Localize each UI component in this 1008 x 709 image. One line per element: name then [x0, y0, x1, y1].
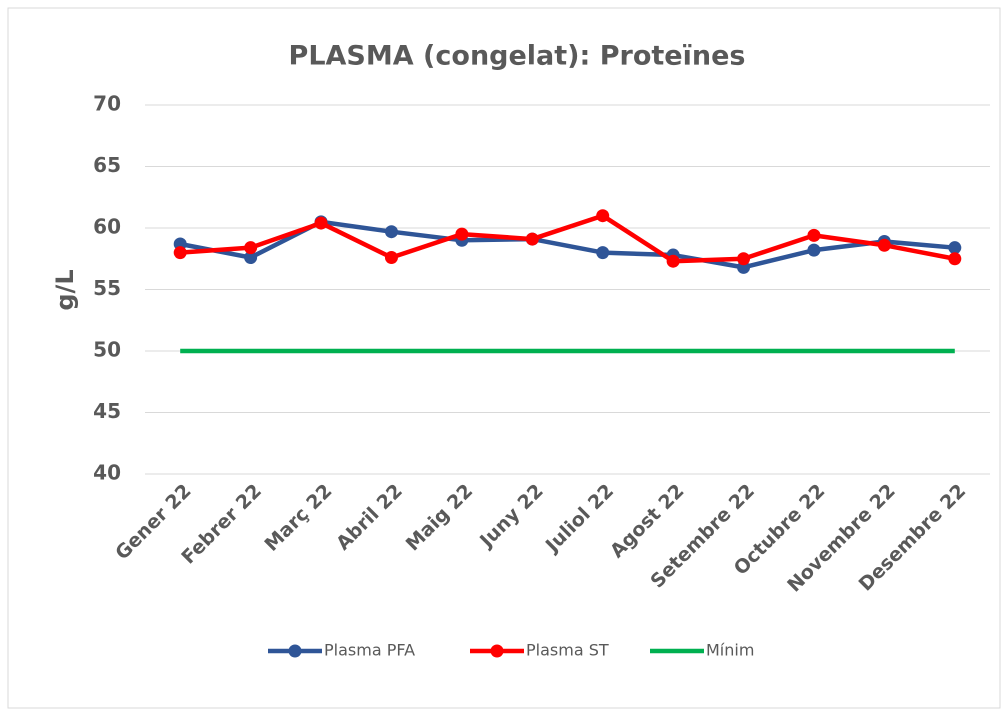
- chart-title: PLASMA (congelat): Proteïnes: [289, 41, 746, 72]
- y-tick-label: 40: [93, 461, 121, 485]
- y-tick-label: 60: [93, 215, 121, 239]
- y-axis-label: g/L: [51, 269, 79, 310]
- data-point: [807, 228, 821, 242]
- data-point: [244, 251, 258, 265]
- data-point: [948, 252, 962, 266]
- data-point: [455, 227, 469, 241]
- data-point: [877, 238, 891, 252]
- data-point: [948, 241, 962, 255]
- data-point: [384, 225, 398, 239]
- data-point: [244, 241, 258, 255]
- data-point: [384, 251, 398, 265]
- legend-marker: [288, 644, 302, 658]
- data-point: [596, 209, 610, 223]
- data-point: [807, 243, 821, 257]
- data-point: [666, 254, 680, 268]
- line-series: [180, 213, 956, 264]
- y-tick-label: 65: [93, 153, 121, 177]
- y-tick-label: 45: [93, 399, 121, 423]
- chart-border: [7, 7, 1001, 709]
- legend-marker: [490, 644, 504, 658]
- data-point: [596, 246, 610, 260]
- data-point: [525, 232, 539, 246]
- legend-label: Plasma PFA: [324, 641, 415, 660]
- data-point: [737, 252, 751, 266]
- y-tick-label: 70: [93, 92, 121, 116]
- y-tick-label: 50: [93, 338, 121, 362]
- data-point: [314, 216, 328, 230]
- data-point: [173, 246, 187, 260]
- y-tick-label: 55: [93, 276, 121, 300]
- legend-label: Plasma ST: [526, 641, 609, 660]
- legend-label: Mínim: [706, 641, 754, 660]
